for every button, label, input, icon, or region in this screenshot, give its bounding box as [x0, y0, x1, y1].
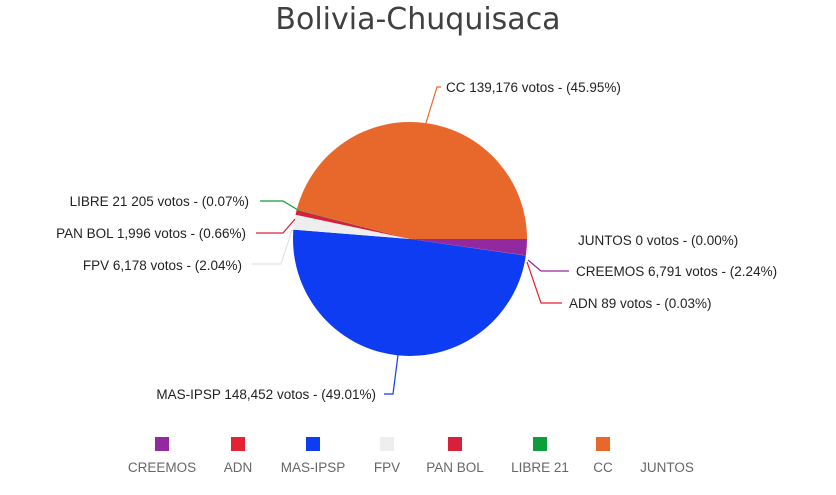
legend-label: MAS-IPSP [280, 460, 346, 475]
legend-swatch [306, 437, 320, 451]
legend-item-juntos[interactable]: JUNTOS [622, 437, 712, 475]
legend-item-mas-ipsp[interactable]: MAS-IPSP [268, 437, 358, 475]
pie-slice-pan-bol[interactable] [295, 210, 410, 239]
legend-item-pan-bol[interactable]: PAN BOL [410, 437, 500, 475]
legend-label: LIBRE 21 [511, 460, 569, 475]
legend-label: ADN [223, 460, 253, 475]
chart-legend: CREEMOS ADN MAS-IPSP FPV PAN BOL LIBRE 21 CC JU… [0, 437, 836, 487]
legend-swatch [380, 437, 394, 451]
pie-slice-cc[interactable] [296, 122, 527, 239]
leader-line-fpv [252, 229, 293, 265]
leader-line-creemos [527, 259, 569, 272]
legend-label: FPV [373, 460, 401, 475]
legend-swatch [596, 437, 610, 451]
legend-label: CREEMOS [127, 460, 197, 475]
legend-swatch [155, 437, 169, 451]
leader-line-adn [526, 261, 562, 304]
leader-line-mas-ipsp [384, 354, 399, 395]
legend-swatch [448, 437, 462, 451]
legend-item-creemos[interactable]: CREEMOS [117, 437, 207, 475]
legend-swatch [660, 437, 674, 451]
pie-slice-adn[interactable] [410, 239, 526, 256]
leader-line-pan-bol [256, 218, 296, 234]
pie-slice-creemos[interactable] [410, 239, 527, 256]
data-label-adn: ADN 89 votos - (0.03%) [569, 296, 712, 311]
pie-chart: CREEMOS 6,791 votos - (2.24%) ADN 89 voto… [56, 80, 777, 402]
data-label-pan-bol: PAN BOL 1,996 votos - (0.66%) [56, 226, 246, 241]
leader-line-cc [425, 86, 441, 124]
legend-swatch [231, 437, 245, 451]
legend-label: PAN BOL [426, 460, 484, 475]
leader-line-libre-21 [260, 200, 299, 211]
data-label-libre-21: LIBRE 21 205 votos - (0.07%) [70, 194, 249, 209]
pie-slice-mas-ipsp[interactable] [293, 229, 526, 356]
legend-item-fpv[interactable]: FPV [342, 437, 432, 475]
legend-label: CC [593, 460, 613, 475]
legend-item-adn[interactable]: ADN [193, 437, 283, 475]
pie-slice-libre-21[interactable] [296, 209, 410, 239]
legend-swatch [533, 437, 547, 451]
data-label-fpv: FPV 6,178 votos - (2.04%) [83, 258, 242, 273]
data-label-mas-ipsp: MAS-IPSP 148,452 votos - (49.01%) [156, 387, 376, 402]
data-label-juntos: JUNTOS 0 votos - (0.00%) [578, 233, 738, 248]
data-label-cc: CC 139,176 votos - (45.95%) [446, 80, 621, 95]
legend-label: JUNTOS [640, 460, 694, 475]
pie-slice-fpv[interactable] [293, 214, 410, 239]
chart-title: Bolivia-Chuquisaca [275, 2, 561, 37]
data-label-creemos: CREEMOS 6,791 votos - (2.24%) [576, 264, 777, 279]
legend-item-cc[interactable]: CC [558, 437, 648, 475]
legend-item-libre-21[interactable]: LIBRE 21 [495, 437, 585, 475]
